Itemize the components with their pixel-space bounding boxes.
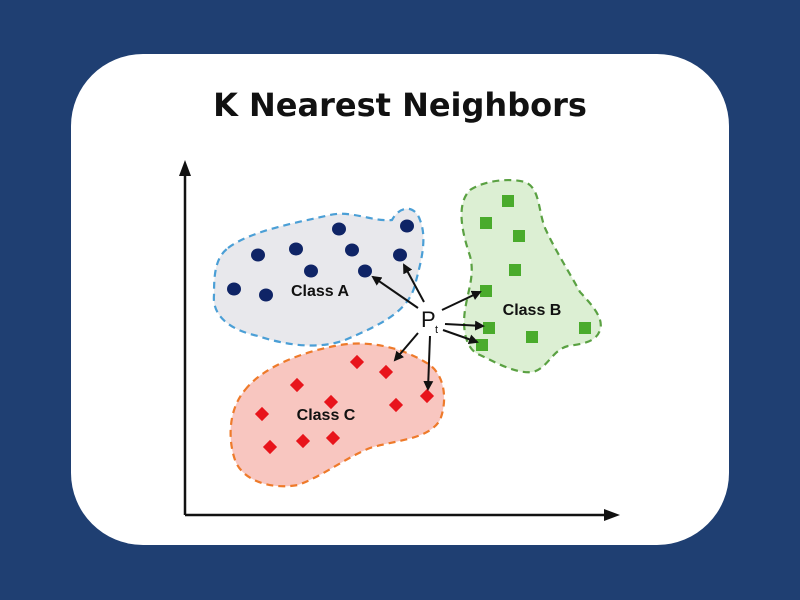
neighbor-arrows: [371, 263, 485, 391]
class-c-region: [229, 342, 446, 488]
class-b-point: [483, 322, 495, 334]
query-point-subscript: t: [435, 324, 438, 336]
class-b-points: [476, 195, 591, 351]
class-c-point: [323, 394, 339, 410]
class-a-label: Class A: [291, 283, 350, 300]
neighbor-arrow: [442, 329, 479, 345]
neighbor-arrow: [393, 332, 419, 362]
neighbor-arrow: [441, 290, 482, 311]
class-b-point: [476, 339, 488, 351]
y-axis-arrowhead: [179, 160, 191, 176]
class-c-point: [419, 388, 435, 404]
class-b-point: [502, 195, 514, 207]
axes: [179, 160, 620, 521]
class-a-point: [345, 243, 359, 257]
class-c-point: [295, 433, 311, 449]
neighbor-arrow: [403, 263, 425, 303]
class-a-point: [289, 242, 303, 256]
neighbor-arrow: [371, 275, 419, 309]
class-a-point: [400, 219, 414, 233]
class-c-point: [378, 364, 394, 380]
class-a-region: [212, 207, 425, 347]
x-axis-arrowhead: [604, 509, 620, 521]
class-b-point: [480, 217, 492, 229]
class-c-point: [325, 430, 341, 446]
class-c-cluster: Class C: [229, 342, 446, 488]
class-c-points: [254, 354, 435, 455]
class-b-point: [579, 322, 591, 334]
class-a-point: [259, 288, 273, 302]
class-c-point: [254, 406, 270, 422]
class-b-region: [460, 179, 602, 374]
query-point-label: P: [421, 307, 436, 332]
class-a-point: [227, 282, 241, 296]
class-c-label: Class C: [297, 407, 356, 424]
class-a-point: [251, 248, 265, 262]
class-c-point: [262, 439, 278, 455]
class-a-point: [332, 222, 346, 236]
class-a-points: [227, 219, 414, 302]
class-a-point: [393, 248, 407, 262]
class-a-point: [304, 264, 318, 278]
class-b-cluster: Class B: [460, 179, 602, 374]
class-b-point: [509, 264, 521, 276]
class-c-point: [289, 377, 305, 393]
class-b-label: Class B: [503, 302, 562, 319]
class-c-point: [388, 397, 404, 413]
class-a-cluster: Class A: [212, 207, 425, 347]
neighbor-arrow: [444, 320, 485, 331]
class-b-point: [480, 285, 492, 297]
class-c-point: [349, 354, 365, 370]
neighbor-arrow: [423, 335, 434, 391]
class-b-point: [526, 331, 538, 343]
class-a-point: [358, 264, 372, 278]
diagram-title: K Nearest Neighbors: [213, 86, 587, 124]
query-point: P t: [421, 307, 438, 336]
class-b-point: [513, 230, 525, 242]
